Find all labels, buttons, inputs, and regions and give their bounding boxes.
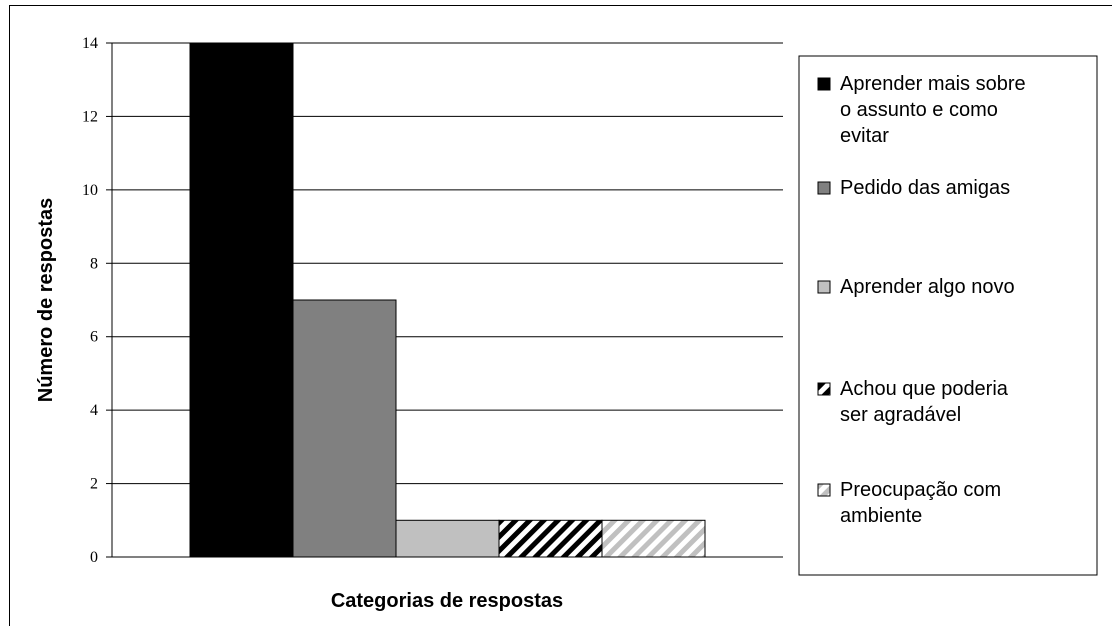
legend-swatch-3 [817, 280, 831, 294]
legend-swatch-2 [817, 181, 831, 195]
legend-label-4: Achou que poderia ser agradável [840, 378, 1009, 426]
y-tick-label-10: 10 [82, 182, 98, 199]
legend-label-3: Aprender algo novo [840, 276, 1015, 298]
legend-swatch-5 [817, 483, 831, 497]
y-tick-label-8: 8 [90, 255, 98, 272]
legend-label-2: Pedido das amigas [840, 177, 1010, 199]
gridlines [112, 42, 783, 485]
bar-2 [292, 299, 397, 558]
y-axis-title: Número de respostas [35, 198, 57, 403]
bars [189, 42, 706, 558]
legend-label-1: Aprender mais sobre o assunto e como evita… [840, 73, 1026, 147]
bar-4 [498, 519, 603, 558]
bar-5 [601, 519, 706, 558]
legend-box [798, 55, 1098, 576]
y-tick-label-12: 12 [82, 108, 98, 125]
bar-1 [189, 42, 294, 558]
y-tick-label-2: 2 [90, 476, 98, 493]
y-tick-label-0: 0 [90, 549, 98, 566]
legend-swatch-4 [817, 382, 831, 396]
x-axis-title: Categorias de respostas [331, 590, 563, 612]
axes: 0 2 4 6 8 10 12 14 [82, 35, 783, 566]
chart-frame [9, 5, 1112, 626]
bar-3 [395, 519, 500, 558]
legend-swatch-1 [817, 77, 831, 91]
y-tick-label-14: 14 [82, 35, 98, 52]
legend: Aprender mais sobre o assunto e como evita… [798, 55, 1098, 576]
legend-label-5: Preocupação com ambiente [840, 479, 1001, 527]
y-tick-label-6: 6 [90, 329, 98, 346]
y-tick-label-4: 4 [90, 402, 98, 419]
